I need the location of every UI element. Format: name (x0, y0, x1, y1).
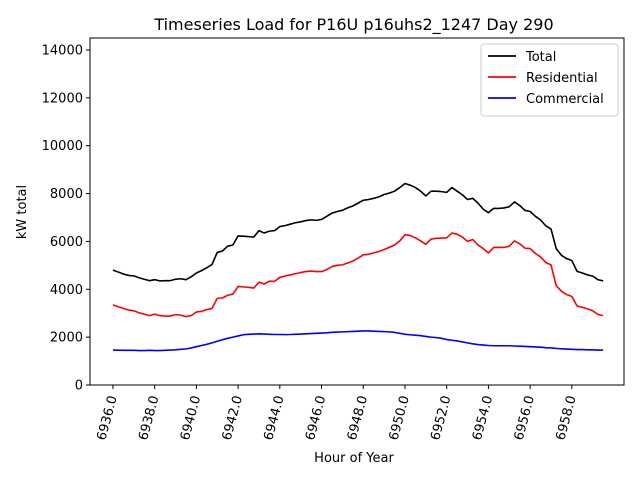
legend-label-residential: Residential (526, 71, 598, 86)
legend: Total Residential Commercial (480, 43, 619, 117)
y-tick-label: 4000 (50, 283, 83, 298)
y-tick-label: 12000 (42, 91, 83, 106)
plot-lines (112, 182, 604, 352)
y-tick-label: 10000 (42, 139, 83, 154)
y-axis-label: kW total (15, 185, 30, 239)
y-tick-label: 0 (75, 379, 83, 394)
chart-title: Timeseries Load for P16U p16uhs2_1247 Da… (153, 15, 553, 35)
series-line-total (112, 182, 604, 282)
y-axis: 0 2000 4000 6000 8000 10000 12000 14000 (42, 43, 90, 394)
series-line-residential (112, 232, 604, 318)
legend-label-total: Total (525, 50, 556, 65)
y-tick-label: 14000 (42, 43, 83, 58)
legend-label-commercial: Commercial (526, 92, 604, 107)
x-axis-label: Hour of Year (314, 451, 394, 466)
y-tick-label: 6000 (50, 235, 83, 250)
y-tick-label: 8000 (50, 187, 83, 202)
plot-frame (89, 37, 625, 386)
series-line-commercial (112, 330, 604, 352)
y-tick-label: 2000 (50, 331, 83, 346)
